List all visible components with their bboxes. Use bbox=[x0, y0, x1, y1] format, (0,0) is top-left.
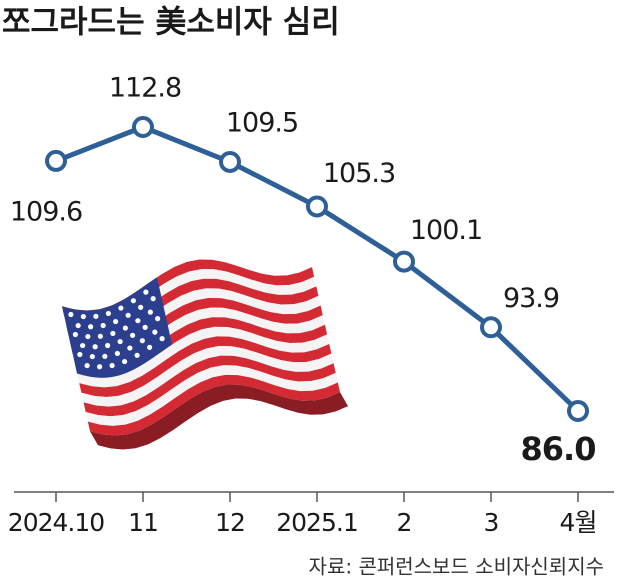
x-tick-label: 4월 bbox=[560, 508, 597, 537]
flag-part bbox=[83, 355, 336, 417]
value-label: 112.8 bbox=[109, 73, 181, 104]
x-tick-label: 2025.1 bbox=[276, 508, 357, 537]
flag-star bbox=[88, 324, 94, 330]
flag-star bbox=[138, 304, 144, 310]
flag-star bbox=[130, 332, 136, 338]
flag-star bbox=[159, 336, 165, 342]
flag-star bbox=[147, 344, 153, 350]
flag-star bbox=[85, 333, 91, 340]
chart-title: 쪼그라드는 美소비자 심리 bbox=[2, 5, 340, 41]
value-label: 93.9 bbox=[503, 283, 559, 314]
flag-part bbox=[77, 326, 330, 388]
flag-star bbox=[84, 362, 90, 369]
flag-star bbox=[125, 312, 131, 318]
flag-star bbox=[97, 333, 103, 339]
flag-star bbox=[127, 345, 133, 351]
flag-star bbox=[155, 316, 161, 322]
flag-star bbox=[89, 353, 95, 360]
flag-star bbox=[130, 298, 136, 304]
flag-star bbox=[75, 322, 81, 329]
flag-star bbox=[105, 310, 111, 317]
flag-star bbox=[143, 289, 149, 295]
flag-star bbox=[142, 324, 148, 330]
flag-star bbox=[93, 313, 99, 319]
flag-star bbox=[105, 342, 111, 349]
flag-star bbox=[114, 350, 120, 357]
value-label: 109.6 bbox=[10, 196, 82, 227]
flag-star bbox=[110, 330, 116, 337]
flag-illustration bbox=[62, 259, 348, 450]
point bbox=[480, 316, 502, 339]
flag-star bbox=[122, 358, 128, 365]
point bbox=[219, 150, 241, 173]
x-tick-label: 3 bbox=[484, 508, 499, 537]
flag-part bbox=[81, 346, 334, 407]
flag-star bbox=[97, 364, 103, 370]
flag-star bbox=[147, 309, 153, 315]
flag-star bbox=[118, 305, 124, 311]
flag-star bbox=[139, 338, 145, 344]
flag-star bbox=[80, 342, 86, 349]
x-tick-label: 11 bbox=[128, 508, 158, 537]
point bbox=[306, 195, 328, 218]
flag-star bbox=[122, 325, 128, 331]
flag-part bbox=[85, 365, 338, 426]
flag-star bbox=[68, 311, 74, 318]
flag-part bbox=[87, 374, 340, 436]
flag-star bbox=[117, 338, 123, 345]
value-label: 86.0 bbox=[521, 430, 596, 468]
point bbox=[393, 250, 415, 273]
x-tick-label: 12 bbox=[215, 508, 245, 537]
value-label: 100.1 bbox=[410, 215, 482, 246]
flag-part bbox=[90, 384, 348, 450]
flag-star bbox=[102, 353, 108, 359]
point bbox=[567, 400, 589, 422]
flag-part bbox=[62, 277, 173, 378]
flag-star bbox=[109, 362, 115, 369]
flag-star bbox=[92, 344, 98, 350]
flag-star bbox=[72, 331, 78, 338]
value-label: 105.3 bbox=[323, 158, 395, 189]
flag-star bbox=[135, 318, 141, 324]
x-tick-label: 2024.10 bbox=[8, 508, 104, 537]
source: 자료: 콘퍼런스보드 소비자신뢰지수 bbox=[309, 555, 604, 579]
flag-star bbox=[152, 329, 158, 335]
flag-star bbox=[100, 322, 106, 329]
flag-star bbox=[80, 313, 86, 320]
point bbox=[132, 116, 154, 138]
flag-star bbox=[150, 296, 156, 302]
value-label: 109.5 bbox=[226, 107, 298, 138]
flag-star bbox=[77, 351, 83, 358]
flag-star bbox=[113, 318, 119, 325]
x-tick-label: 2 bbox=[397, 508, 412, 537]
flag-star bbox=[134, 352, 140, 358]
point bbox=[45, 149, 67, 172]
flag-part bbox=[79, 336, 332, 398]
